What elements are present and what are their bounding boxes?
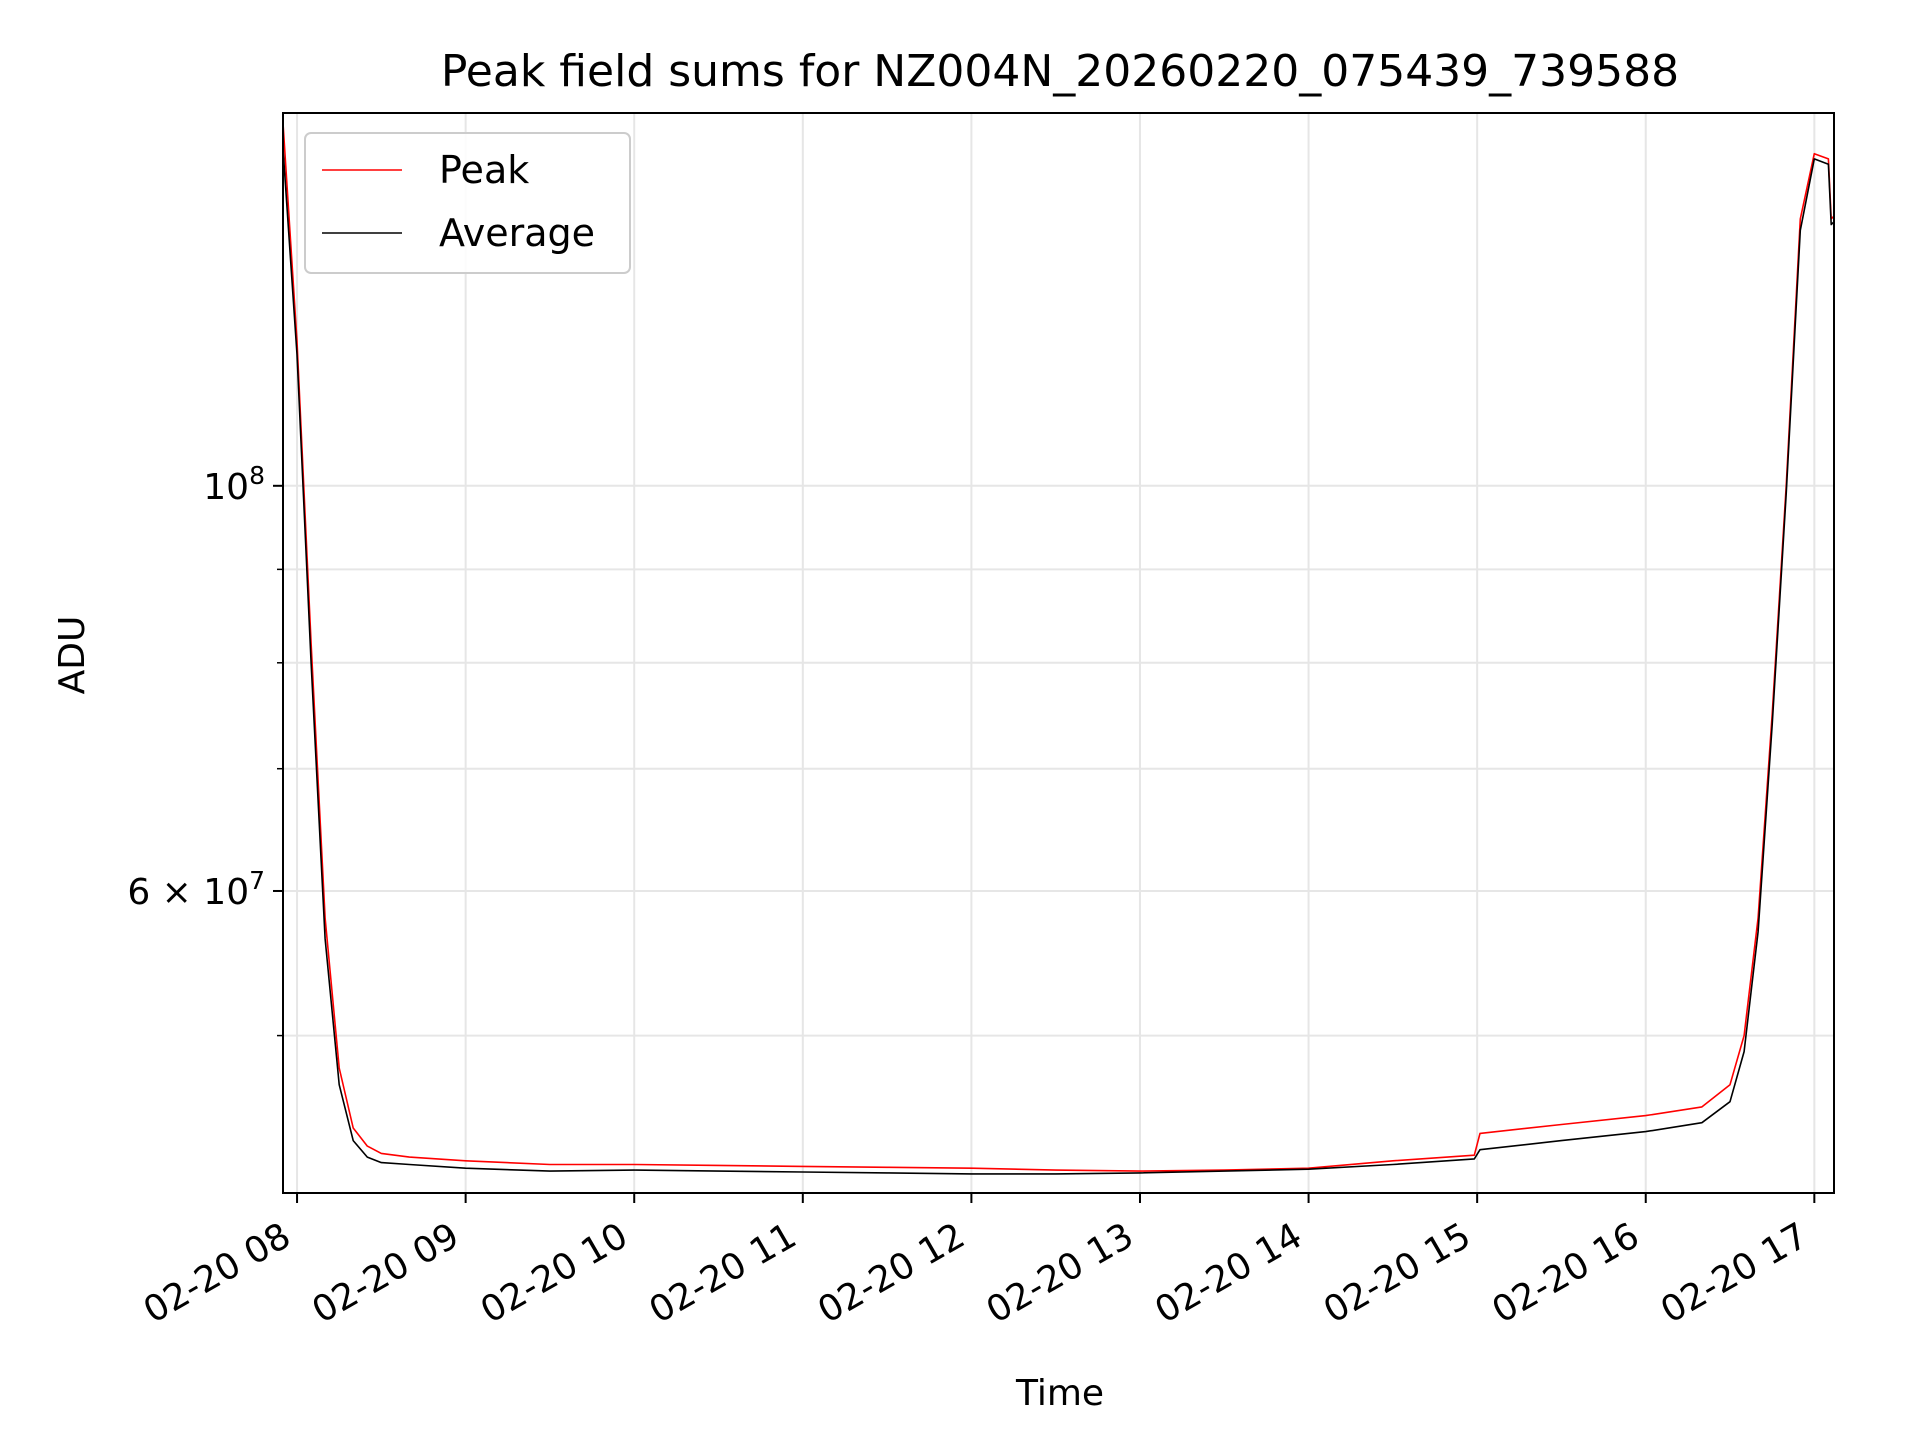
y-tick-label-exponent: 7 (249, 866, 265, 895)
y-tick-label-base: 10 (203, 467, 249, 508)
y-tick-label-exponent: 8 (249, 461, 265, 490)
grid-layer (283, 113, 1834, 1193)
legend: Peak Average (304, 132, 631, 274)
chart-title: Peak field sums for NZ004N_20260220_0754… (441, 46, 1679, 97)
y-axis-label: ADU (52, 616, 93, 695)
legend-box (304, 132, 631, 274)
y-axis: 108 6 × 107 (127, 461, 283, 1037)
plot-frame (282, 112, 1835, 1194)
legend-label-peak: Peak (439, 148, 529, 192)
legend-label-average: Average (439, 211, 595, 255)
x-axis-label: Time (1015, 1373, 1104, 1414)
series-layer (282, 122, 1835, 1175)
y-tick-label: 6 × 107 (127, 866, 265, 913)
y-tick-label-base: 6 × 10 (127, 872, 249, 913)
y-tick-label: 108 (203, 461, 265, 508)
series-line-average (282, 148, 1835, 1175)
